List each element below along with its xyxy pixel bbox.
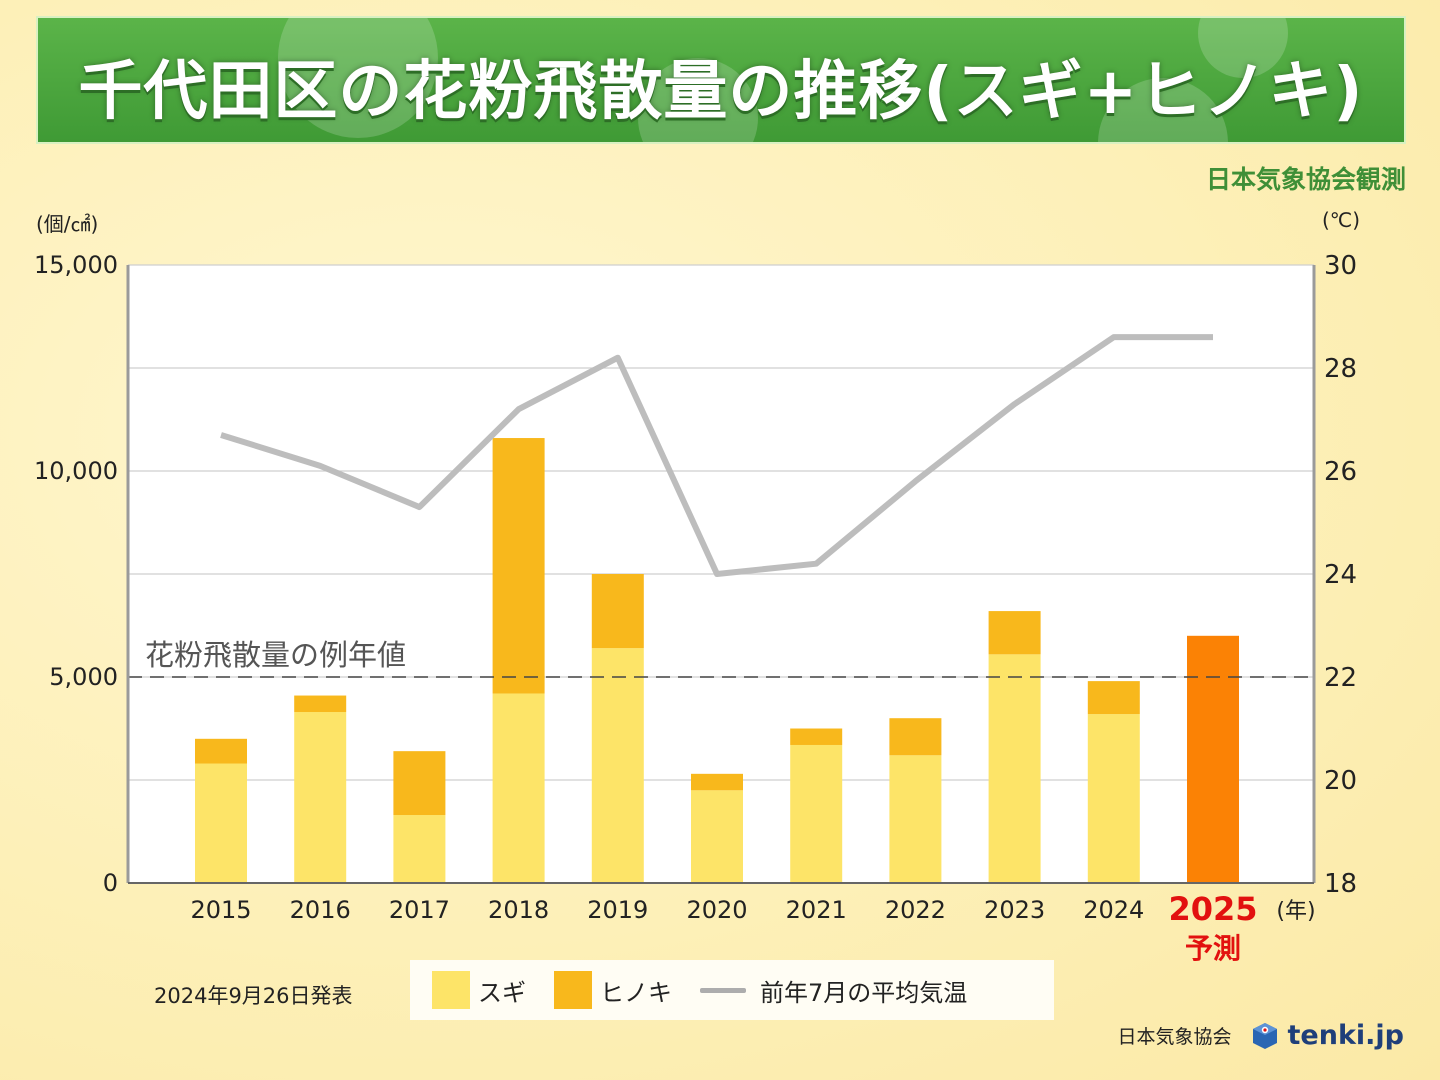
temperature-line <box>220 334 1213 577</box>
y-right-tick-label: 20 <box>1324 766 1357 796</box>
y-right-tick-label: 18 <box>1324 869 1357 899</box>
legend-label-hinoki: ヒノキ <box>600 978 672 1007</box>
y-left-tick-label: 5,000 <box>49 663 118 691</box>
y-right-tick-label: 30 <box>1324 251 1357 281</box>
y-left-tick-label: 15,000 <box>34 251 118 279</box>
x-tick-label: 2024 <box>1083 896 1144 924</box>
x-tick-label: 2022 <box>885 896 946 924</box>
bar-sugi <box>889 755 942 883</box>
y-right-tick-label: 22 <box>1324 663 1357 693</box>
x-tick-label: 2017 <box>389 896 450 924</box>
bar-forecast <box>1187 635 1239 883</box>
y-right-tick-label: 24 <box>1324 560 1357 590</box>
y-left-tick-label: 0 <box>103 869 118 897</box>
bar-hinoki <box>393 751 446 816</box>
bar-hinoki <box>790 728 843 745</box>
title-banner: 千代田区の花粉飛散量の推移(スギ+ヒノキ) <box>36 16 1406 144</box>
issue-date: 2024年9月26日発表 <box>154 984 353 1008</box>
y-right-tick-label: 26 <box>1324 457 1357 487</box>
bar-hinoki <box>492 438 545 694</box>
bar-sugi <box>393 815 446 883</box>
legend-label-temperature: 前年7月の平均気温 <box>760 978 968 1007</box>
bar-hinoki <box>988 611 1041 655</box>
x-tick-label: 2020 <box>686 896 747 924</box>
x-tick-label: 2018 <box>488 896 549 924</box>
page-title: 千代田区の花粉飛散量の推移(スギ+ヒノキ) <box>78 55 1364 129</box>
forecast-label: 予測 <box>1185 932 1241 965</box>
x-tick-label-forecast: 2025 <box>1168 890 1257 928</box>
bar-sugi <box>691 790 743 883</box>
x-tick-label: 2019 <box>587 896 648 924</box>
bar-sugi <box>195 763 247 883</box>
x-tick-label: 2015 <box>190 896 251 924</box>
bar-hinoki <box>691 773 743 791</box>
bar-sugi <box>591 648 644 883</box>
reference-line-label: 花粉飛散量の例年値 <box>145 638 406 672</box>
legend-swatch-hinoki <box>554 971 592 1009</box>
y-right-tick-label: 28 <box>1324 354 1357 384</box>
bar-hinoki <box>294 695 347 713</box>
bar-hinoki <box>889 718 942 756</box>
y-right-unit: (℃) <box>1322 208 1361 232</box>
legend-item-temperature: 前年7月の平均気温 <box>700 973 967 1008</box>
legend-swatch-sugi <box>432 971 470 1009</box>
source-note: 日本気象協会観測 <box>1205 165 1406 194</box>
x-tick-label: 2016 <box>290 896 351 924</box>
x-tick-label: 2023 <box>984 896 1045 924</box>
x-axis-unit: (年) <box>1276 899 1315 924</box>
footer: 日本気象協会 tenki.jp <box>1117 1020 1404 1051</box>
legend: スギ ヒノキ 前年7月の平均気温 <box>410 960 1054 1020</box>
tenki-logo-icon <box>1252 1022 1277 1049</box>
y-left-tick-label: 10,000 <box>34 457 118 485</box>
bar-sugi <box>988 654 1041 883</box>
footer-org: 日本気象協会 <box>1117 1026 1232 1048</box>
bar-sugi <box>1087 714 1140 883</box>
legend-swatch-temperature <box>700 987 746 993</box>
legend-label-sugi: スギ <box>478 978 526 1007</box>
bar-sugi <box>294 712 347 883</box>
legend-item-sugi: スギ <box>432 971 526 1009</box>
bar-sugi <box>492 693 545 883</box>
bar-hinoki <box>195 738 247 764</box>
y-left-unit: (個/㎠) <box>36 212 99 236</box>
bar-sugi <box>790 744 843 883</box>
footer-brand: tenki.jp <box>1287 1020 1405 1051</box>
x-tick-label: 2021 <box>786 896 847 924</box>
bar-hinoki <box>591 574 644 649</box>
legend-item-hinoki: ヒノキ <box>554 971 672 1009</box>
bar-hinoki <box>1087 681 1140 715</box>
